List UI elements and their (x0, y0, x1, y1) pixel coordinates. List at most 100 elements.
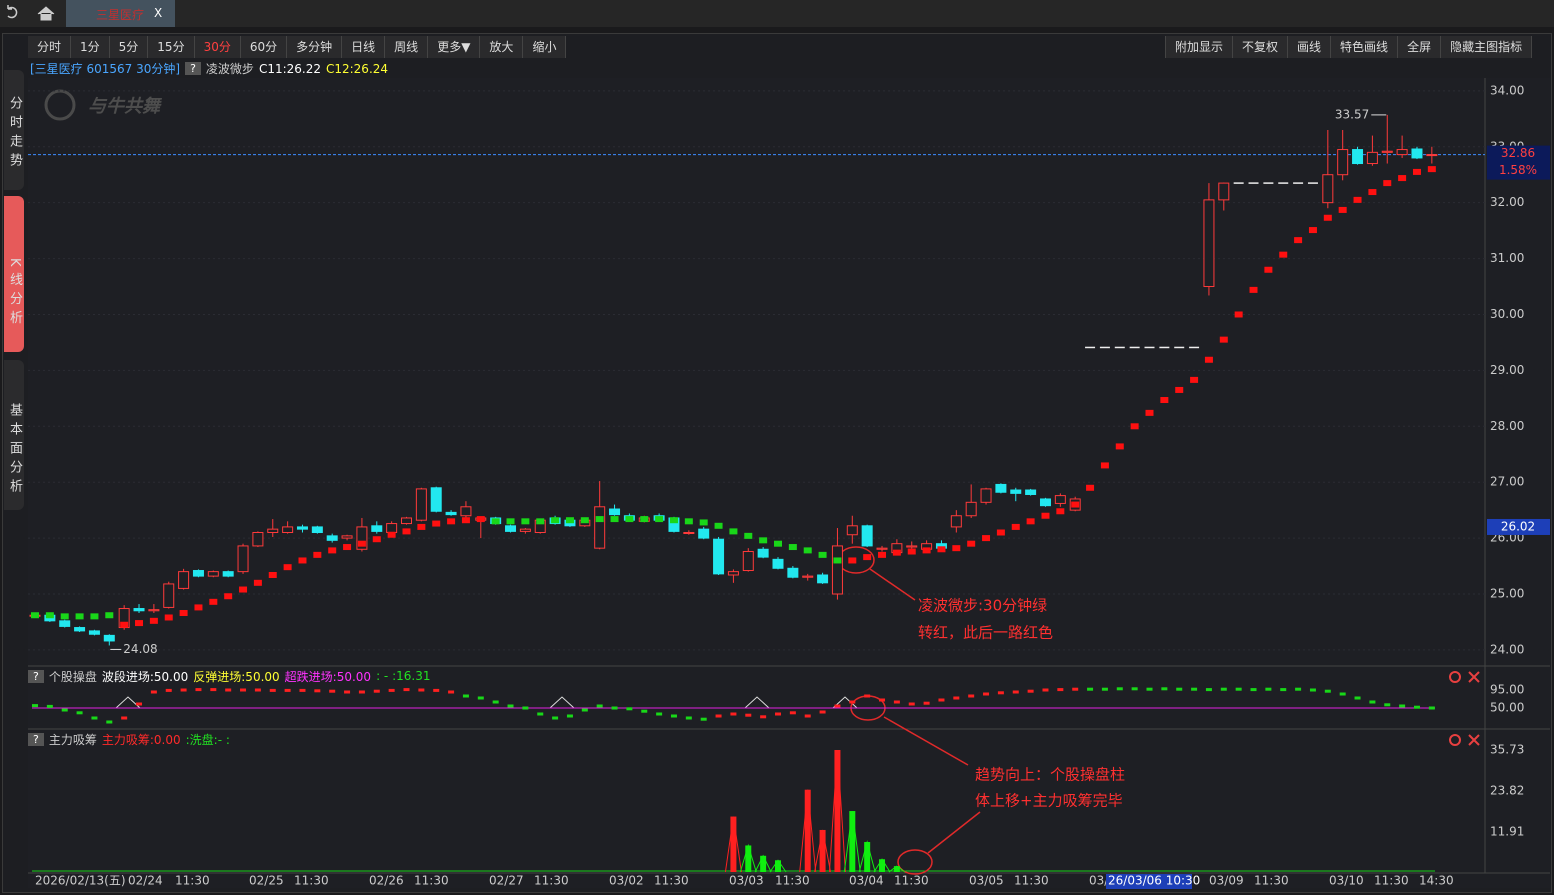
dot (789, 711, 796, 715)
side-tab[interactable]: 基本面分析 (4, 360, 24, 510)
toolbar-button[interactable]: 画线 (1288, 36, 1332, 58)
dot (552, 716, 559, 720)
candle-body (505, 525, 517, 532)
dot (1012, 690, 1019, 694)
toolbar-left: 分时 1分 5分 15分 30分 60分 多分钟 日线 周线 更多▼ 放大 缩小 (28, 36, 567, 58)
help[interactable]: ? (185, 62, 201, 75)
candle-body (237, 545, 249, 573)
dot (641, 709, 648, 713)
toolbar-button[interactable]: 放大 (480, 36, 524, 58)
x-tick-label: 11:30 (894, 874, 929, 888)
trend-dot (952, 545, 961, 552)
chart-title: [三星医疗 601567 30分钟] (30, 62, 181, 76)
candle-body (1010, 489, 1022, 494)
side-tab[interactable]: 分时走势 (4, 70, 24, 190)
candle-body (1054, 495, 1066, 504)
trend-dot (372, 536, 381, 543)
legend-item: 主力吸筹:0.00 (101, 732, 181, 747)
toolbar-button[interactable]: 缩小 (523, 36, 567, 58)
low-label: 24.08 (123, 642, 157, 656)
y-tick-label: 27.00 (1490, 475, 1524, 489)
trend-dot (625, 516, 634, 523)
candle-body (386, 523, 398, 534)
dot (953, 696, 960, 700)
plot-bg (28, 78, 1550, 888)
trend-dot (1100, 462, 1109, 469)
toolbar-button[interactable]: 1分 (71, 36, 110, 58)
dot (477, 696, 484, 700)
dot (1369, 700, 1376, 704)
x-tick-label: 02/26 (369, 874, 404, 888)
spike-bar (864, 842, 871, 872)
y-tick-label: 25.00 (1490, 587, 1524, 601)
trend-dot (1204, 356, 1213, 363)
tab-title: 三星医疗 (96, 8, 145, 22)
indicator-value: C11:26.22 (258, 61, 321, 76)
title-bar (0, 0, 1554, 27)
trend-dot (1308, 227, 1317, 234)
stock-tab[interactable]: 三星医疗 X (66, 0, 175, 27)
trend-dot (1338, 206, 1347, 213)
candle-body (950, 515, 962, 528)
toolbar-button[interactable]: 隐藏主图指标 (1441, 36, 1533, 58)
trend-dot (343, 544, 352, 551)
dot (626, 707, 633, 711)
toolbar-button[interactable]: 分时 (28, 36, 72, 58)
panel2-header: ? 个股操盘 波段进场:50.00 反弹进场:50.00 超跌进场:50.00 … (28, 668, 430, 684)
dot (1205, 688, 1212, 692)
spike-bar (730, 816, 737, 872)
dot (1087, 687, 1094, 691)
dot (195, 688, 202, 692)
trend-dot (298, 557, 307, 564)
toolbar-button[interactable]: 不复权 (1233, 36, 1289, 58)
trend-dot (669, 517, 678, 524)
candle-body (341, 535, 353, 539)
dot (1146, 687, 1153, 691)
trend-dot (90, 613, 99, 620)
tab-close[interactable]: X (154, 6, 163, 20)
side-tab[interactable]: K线分析 (4, 196, 24, 352)
toolbar-button[interactable]: 附加显示 (1166, 36, 1234, 58)
dot (1072, 687, 1079, 691)
toolbar-button[interactable]: 更多▼ (428, 36, 481, 58)
panel-icons[interactable] (1449, 671, 1480, 746)
dot (76, 711, 83, 715)
candle-body (326, 535, 338, 541)
trend-dot (209, 598, 218, 605)
candle-body (222, 571, 234, 577)
price-box (1487, 145, 1550, 180)
x-tick-label: 11:30 (1014, 874, 1049, 888)
candle-body (906, 545, 918, 548)
dot (1250, 688, 1257, 692)
candle-body (713, 538, 725, 575)
trend-dot (521, 518, 530, 525)
spike-bar (893, 866, 900, 872)
trend-dot (1130, 423, 1139, 430)
x-tick-label: 03/05 (969, 874, 1004, 888)
dot (403, 688, 410, 692)
trend-dot (476, 516, 485, 523)
toolbar-button[interactable]: 60分 (241, 36, 288, 58)
trend-dot (1294, 237, 1303, 244)
dot (566, 714, 573, 718)
help[interactable]: ? (28, 732, 44, 746)
toolbar-button[interactable]: 15分 (148, 36, 195, 58)
toolbar-button[interactable]: 特色画线 (1331, 36, 1399, 58)
x-tick-label: 11:30 (414, 874, 449, 888)
toolbar-button[interactable]: 5分 (110, 36, 149, 58)
dot (462, 694, 469, 698)
toolbar-button[interactable]: 周线 (385, 36, 429, 58)
toolbar-button[interactable]: 全屏 (1398, 36, 1442, 58)
toolbar-button[interactable]: 日线 (342, 36, 386, 58)
legend-item: 波段进场:50.00 (101, 669, 189, 684)
dot (864, 694, 871, 698)
legend-item: :洗盘:- : (185, 732, 230, 747)
toolbar-button[interactable]: 多分钟 (287, 36, 343, 58)
trend-dot (699, 519, 708, 526)
help[interactable]: ? (28, 669, 44, 683)
dot (433, 688, 440, 692)
toolbar-button[interactable]: 30分 (195, 36, 241, 58)
candle-body (846, 525, 858, 536)
dot (106, 720, 113, 724)
